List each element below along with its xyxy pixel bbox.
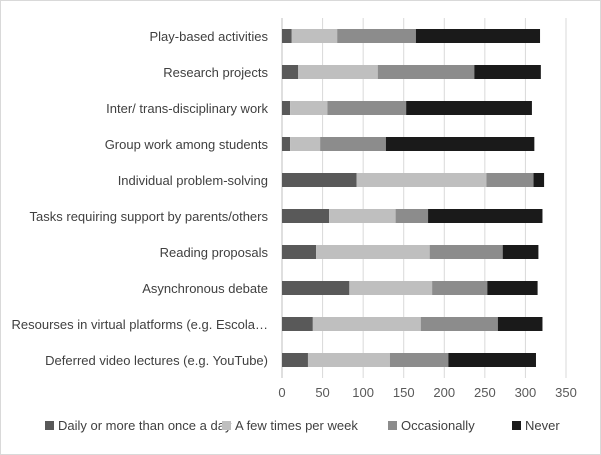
x-tick-label: 350: [555, 385, 577, 400]
bar-segment: [486, 173, 534, 187]
category-label: Asynchronous debate: [142, 281, 268, 296]
x-tick-label: 250: [474, 385, 496, 400]
bar-segment: [290, 137, 321, 151]
bar-segment: [312, 317, 421, 331]
bar-segment: [282, 173, 357, 187]
bar-segment: [497, 317, 543, 331]
x-tick-label: 300: [515, 385, 537, 400]
bar-segment: [282, 209, 330, 223]
bar-segment: [406, 101, 532, 115]
x-tick-label: 150: [393, 385, 415, 400]
category-label: Tasks requiring support by parents/other…: [30, 209, 269, 224]
bar-segment: [349, 281, 433, 295]
x-tick-label: 0: [278, 385, 285, 400]
bar-segment: [415, 29, 541, 43]
legend-swatch: [512, 421, 521, 430]
legend-swatch: [388, 421, 397, 430]
x-tick-label: 50: [315, 385, 329, 400]
bar-segment: [487, 281, 538, 295]
bar-segment: [290, 101, 328, 115]
legend-label: Daily or more than once a day: [58, 418, 232, 433]
bar-segment: [448, 353, 536, 367]
legend-label: Never: [525, 418, 560, 433]
bar-segment: [291, 29, 338, 43]
bar-segment: [377, 65, 475, 79]
x-tick-label: 200: [433, 385, 455, 400]
legend-label: Occasionally: [401, 418, 475, 433]
bar-segment: [282, 137, 291, 151]
legend-swatch: [222, 421, 231, 430]
bar-segment: [282, 353, 308, 367]
category-label: Group work among students: [105, 137, 269, 152]
legend: Daily or more than once a day A few times…: [45, 418, 560, 433]
category-label: Research projects: [163, 65, 268, 80]
x-tick-labels: 0 50 100 150 200 250 300 350: [278, 385, 576, 400]
category-label: Individual problem-solving: [118, 173, 268, 188]
category-label: Deferred video lectures (e.g. YouTube): [45, 353, 268, 368]
bar-segment: [329, 209, 396, 223]
bar-segment: [282, 65, 299, 79]
bar-segment: [337, 29, 416, 43]
legend-label: A few times per week: [235, 418, 358, 433]
bar-segment: [429, 245, 503, 259]
bar-segment: [282, 317, 313, 331]
bar-segment: [327, 101, 407, 115]
bar-segment: [428, 209, 543, 223]
bar-segment: [389, 353, 449, 367]
bar-segment: [316, 245, 430, 259]
category-label: Play-based activities: [150, 29, 269, 44]
category-label: Inter/ trans-disciplinary work: [106, 101, 268, 116]
x-tick-label: 100: [352, 385, 374, 400]
legend-swatch: [45, 421, 54, 430]
category-label: Resourses in virtual platforms (e.g. Esc…: [12, 317, 268, 332]
bars: [282, 29, 545, 367]
bar-segment: [420, 317, 498, 331]
bar-segment: [282, 281, 350, 295]
bar-segment: [282, 245, 317, 259]
bar-segment: [298, 65, 378, 79]
category-labels: Play-based activities Research projects In…: [12, 29, 269, 368]
bar-segment: [385, 137, 535, 151]
bar-segment: [320, 137, 386, 151]
bar-segment: [356, 173, 487, 187]
bar-segment: [533, 173, 545, 187]
bar-segment: [432, 281, 488, 295]
category-label: Reading proposals: [160, 245, 269, 260]
bar-segment: [282, 29, 292, 43]
bar-segment: [502, 245, 539, 259]
bar-segment: [282, 101, 291, 115]
bar-segment: [474, 65, 541, 79]
bar-segment: [307, 353, 390, 367]
bar-segment: [395, 209, 429, 223]
